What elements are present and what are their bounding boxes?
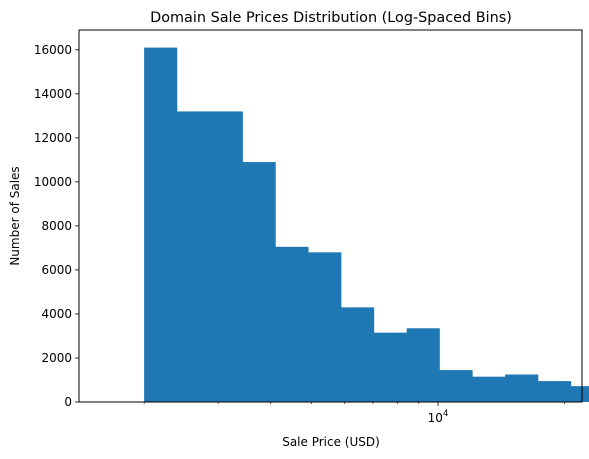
y-tick-label: 14000: [34, 87, 72, 101]
y-tick-label: 12000: [34, 131, 72, 145]
histogram-bar: [373, 332, 408, 402]
histogram-bar: [439, 370, 473, 402]
histogram-bar: [406, 328, 440, 402]
y-tick-label: 2000: [41, 351, 72, 365]
y-tick-label: 8000: [41, 219, 72, 233]
y-tick-label: 16000: [34, 43, 72, 57]
histogram-bar: [570, 386, 589, 402]
histogram-bar: [308, 252, 342, 402]
histogram-bar: [144, 47, 178, 403]
y-axis: 0 2000 4000 6000 8000 10000 12000 14000 16000: [34, 43, 79, 409]
histogram-bar: [538, 381, 572, 402]
histogram-bar: [176, 111, 211, 402]
y-axis-label: Number of Sales: [8, 166, 22, 265]
chart-title: Domain Sale Prices Distribution (Log-Spa…: [150, 10, 512, 26]
histogram-bar: [209, 111, 243, 402]
bars-group: [144, 47, 589, 403]
histogram-bar: [341, 307, 375, 402]
y-tick-label: 10000: [34, 175, 72, 189]
histogram-bar: [275, 246, 309, 402]
y-tick-label: 6000: [41, 263, 72, 277]
y-tick-label: 0: [64, 395, 72, 409]
histogram-bar: [472, 376, 506, 402]
histogram-bar: [505, 374, 539, 402]
plot-frame: [78, 29, 583, 403]
x-axis: 104105106107: [143, 402, 565, 425]
histogram-bar: [242, 162, 276, 402]
y-tick-label: 4000: [41, 307, 72, 321]
x-axis-label: Sale Price (USD): [282, 435, 380, 449]
x-tick-label: 104: [428, 409, 449, 425]
